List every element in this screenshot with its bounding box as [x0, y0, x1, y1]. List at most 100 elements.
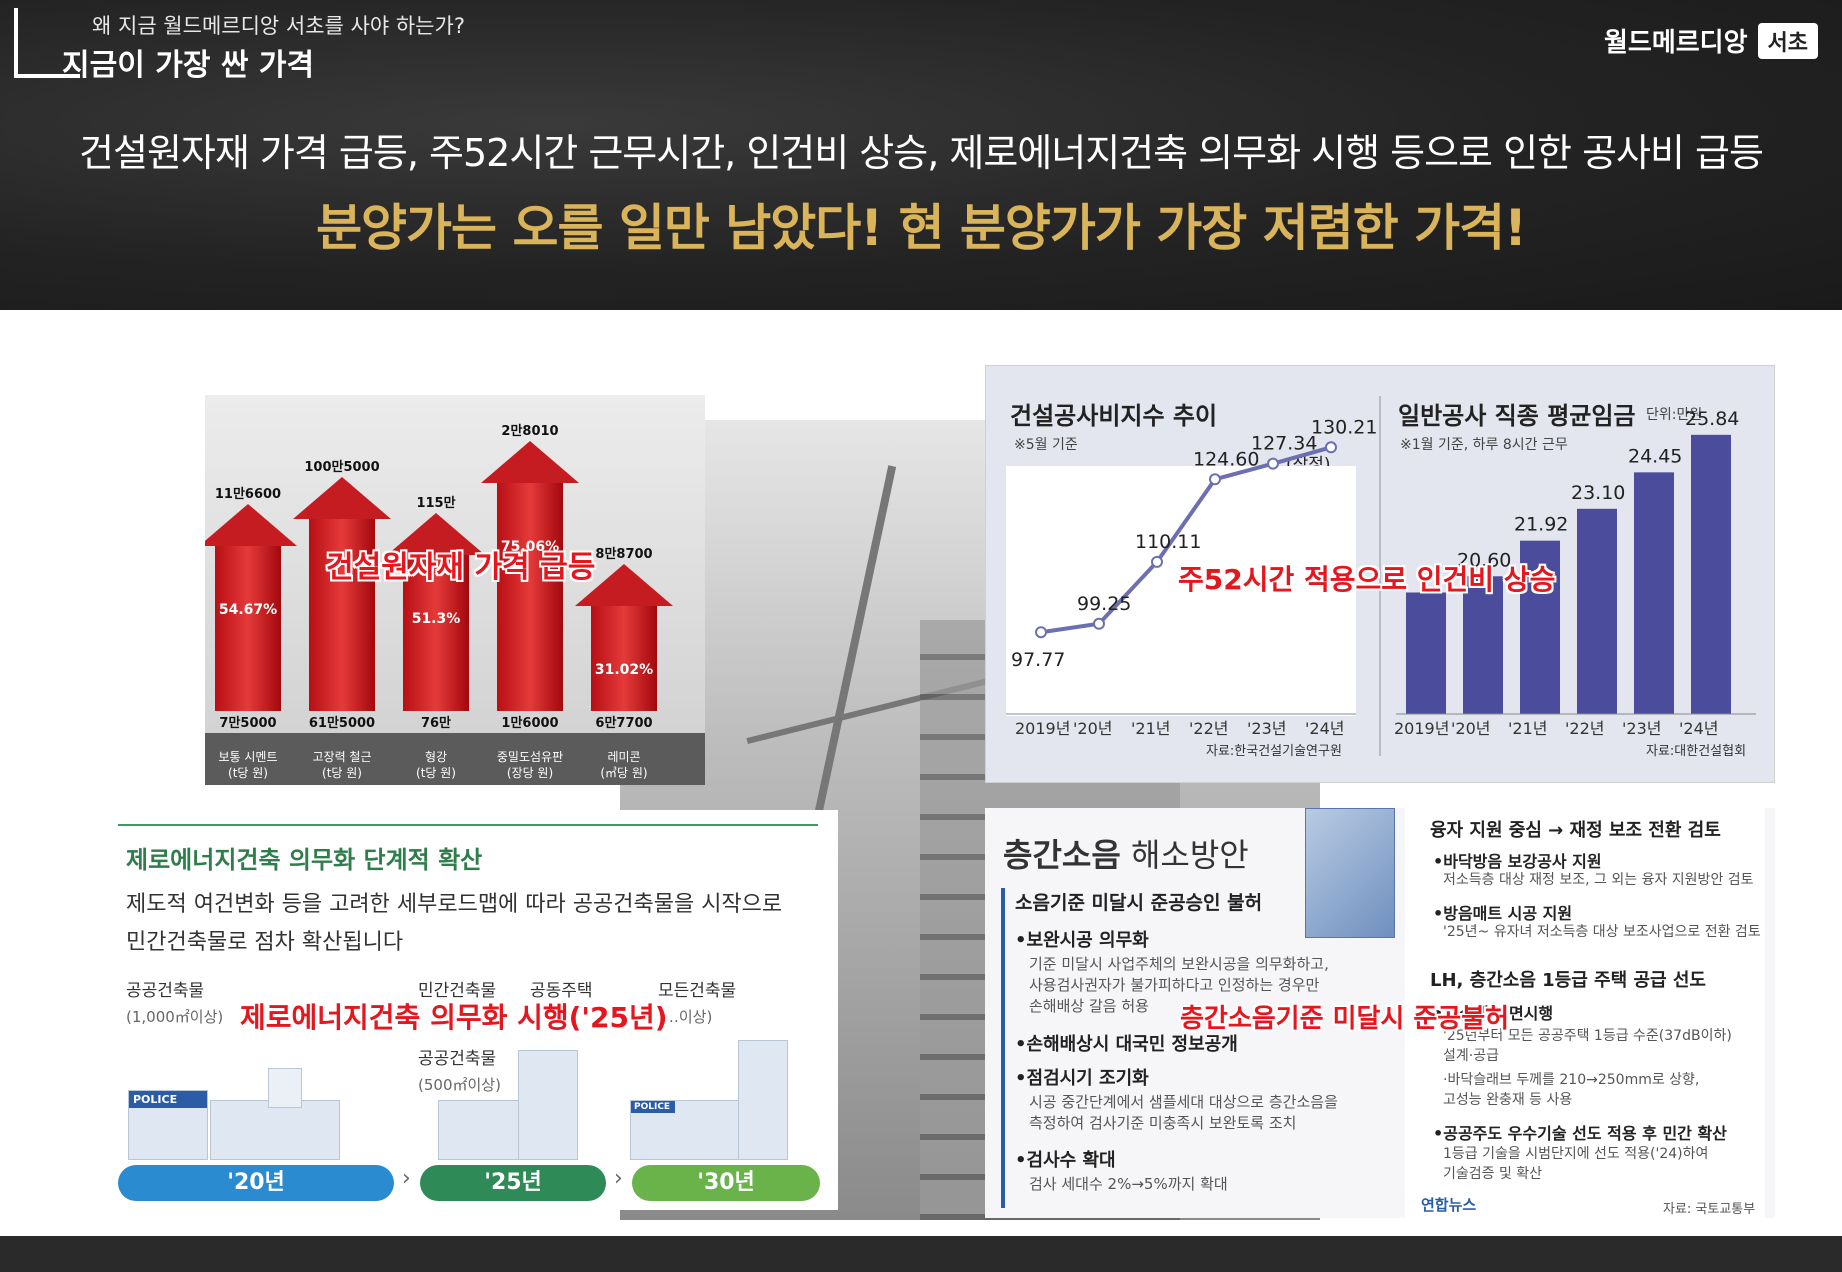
cost-index-point	[1209, 473, 1221, 486]
cost-index-year-label: 2019년	[1015, 719, 1070, 738]
wage-note: ※1월 기준, 하루 8시간 근무	[1400, 437, 1568, 453]
wage-value-label: 21.92	[1514, 514, 1568, 536]
bar-caption: 중밀도섬유판 (장당 원)	[480, 749, 580, 781]
wage-year-label: '22년	[1565, 719, 1604, 738]
caption-unit: (㎥당 원)	[600, 766, 648, 780]
bar-base-value: 6만7700	[595, 716, 653, 731]
cost-index-value-label: 110.11	[1135, 531, 1201, 553]
desc-line-1: 제도적 여건변화 등을 고려한 세부로드맵에 따라 공공건축물을 시작으로	[126, 892, 783, 917]
caption-line: 레미콘	[607, 750, 641, 764]
wage-year-label: '23년	[1622, 719, 1661, 738]
cost-index-year-label: '23년	[1247, 719, 1286, 738]
zero-energy-desc: 제도적 여건변화 등을 고려한 세부로드맵에 따라 공공건축물을 시작으로 민간…	[126, 886, 782, 962]
noise-b4: 검사 세대수 2%→5%까지 확대	[1029, 1175, 1228, 1193]
wage-bar	[1406, 592, 1446, 714]
cat-private: 민간건축물	[418, 981, 497, 1001]
caption-band	[205, 733, 705, 785]
school-tower-illustration	[268, 1068, 302, 1108]
noise-h1: 소음기준 미달시 준공승인 불허	[1015, 892, 1263, 914]
cat-sub: (…이상)	[658, 1008, 713, 1026]
bar-caption: 레미콘 (㎥당 원)	[574, 749, 674, 781]
cat-public-500: 공공건축물 (500㎡이상)	[418, 1046, 501, 1098]
cat-label: 공공건축물	[126, 981, 205, 1001]
bar-arrow-head	[387, 513, 485, 555]
bar-top-value: 2만8010	[501, 424, 559, 439]
police-sign-small: POLICE	[631, 1101, 675, 1113]
bar-arrow-head	[205, 504, 297, 546]
header-banner: 왜 지금 월드메르디앙 서초를 사야 하는가? 지금이 가장 싼 가격 월드메르…	[0, 0, 1842, 310]
wage-bar	[1691, 434, 1731, 714]
brand-name: 월드메르디앙	[1603, 28, 1748, 58]
cost-index-note: ※5월 기준	[1014, 437, 1078, 453]
bar-caption: 형강 (t당 원)	[386, 749, 486, 781]
material-bar: 100만5000 61만5000	[293, 441, 391, 733]
caption-unit: (t당 원)	[228, 766, 268, 780]
noise-title-rest: 해소방안	[1120, 836, 1249, 874]
cost-index-line	[1040, 445, 1332, 635]
noise-s3: •점검시기 조기화	[1015, 1068, 1149, 1089]
cost-index-point	[1267, 457, 1279, 470]
green-rule	[118, 824, 818, 826]
noise-r1: 융자 지원 중심 → 재정 보조 전환 검토	[1430, 820, 1721, 841]
zero-energy-panel: 제로에너지건축 의무화 단계적 확산 제도적 여건변화 등을 고려한 세부로드맵…	[118, 810, 838, 1210]
kicker-text: 왜 지금 월드메르디앙 서초를 사야 하는가?	[92, 14, 465, 38]
cat-label: 공공건축물	[418, 1049, 497, 1069]
wage-overlay-text: 주52시간 적용으로 인건비 상승	[1178, 563, 1556, 596]
footer-band	[0, 1236, 1842, 1272]
cost-index-year-label: '20년	[1073, 719, 1112, 738]
bar-base-value: 61만5000	[308, 716, 376, 731]
brand-badge: 서초	[1757, 22, 1818, 59]
wage-bar	[1520, 540, 1560, 714]
floor-noise-panel: 층간소음 해소방안 소음기준 미달시 준공승인 불허 •보완시공 의무화 기준 …	[985, 808, 1775, 1218]
noise-r2a-body: '25년부터 모든 공공주택 1등급 수준(37dB이하) 설계·공급	[1443, 1028, 1732, 1064]
noise-r2a: •…설계 전면시행	[1433, 1004, 1554, 1023]
wage-bar	[1634, 472, 1674, 714]
material-bar: 11만6600 7만5000 54.67%	[205, 468, 297, 733]
noise-b1: 기준 미달시 사업주체의 보완시공을 의무화하고, 사용검사권자가 불가피하다고…	[1029, 955, 1329, 1015]
apartment-building-icon	[1305, 808, 1395, 938]
zero-energy-title: 제로에너지건축 의무화 단계적 확산	[126, 846, 483, 874]
bar-body	[403, 555, 469, 711]
bar-percent: 75.06%	[500, 539, 560, 555]
noise-r2b-body: ·바닥슬래브 두께를 210→250mm로 상향, 고성능 완충재 등 사용	[1443, 1072, 1700, 1108]
apartment-illustration	[518, 1050, 578, 1160]
cost-index-year-label: '22년	[1189, 719, 1228, 738]
cost-index-point	[1035, 626, 1047, 639]
bar-percent: 54.67%	[218, 602, 278, 618]
timeline-2030: '30년	[632, 1165, 820, 1201]
bar-percent: 31.02%	[594, 662, 654, 678]
cost-chart-svg: 97.77 2019년 99.25 '20년 110.11 '21년 124.60 '22년 1…	[1006, 408, 1756, 738]
timeline-2025: '25년	[420, 1165, 606, 1201]
cost-index-title: 건설공사비지수 추이	[1010, 402, 1218, 430]
chevron-right-icon: ›	[614, 1166, 623, 1191]
cat-label: 모든건축물	[658, 981, 737, 1001]
cost-index-value-label: 97.77	[1011, 649, 1065, 671]
police-sign: POLICE	[129, 1091, 207, 1108]
subheadline: 분양가는 오를 일만 남았다! 현 분양가가 가장 저렴한 가격!	[316, 199, 1527, 257]
bar-caption: 보통 시멘트 (t당 원)	[205, 749, 298, 781]
bar-arrow-head	[575, 564, 673, 606]
bar-arrow-head	[481, 441, 579, 483]
cat-sub: (500㎡이상)	[418, 1076, 501, 1094]
brand-logo: 월드메르디앙 서초	[1604, 22, 1818, 59]
tower-illustration	[738, 1040, 788, 1160]
caption-line: 형강	[424, 750, 448, 764]
timeline-2020: '20년	[118, 1165, 394, 1201]
corner-bracket	[14, 8, 80, 78]
wage-year-label: '20년	[1451, 719, 1490, 738]
noise-source: 자료: 국토교통부	[1663, 1202, 1756, 1217]
cost-index-year-label: '24년	[1305, 719, 1344, 738]
cost-index-source: 자료:한국건설기술연구원	[1206, 744, 1342, 759]
bar-body	[497, 483, 563, 711]
bar-top-value: 11만6600	[214, 487, 282, 502]
bar-body	[215, 546, 281, 711]
cat-housing: 공동주택	[530, 981, 593, 1001]
bar-percent: 51.3%	[411, 611, 461, 627]
bar-caption: 고장력 철근 (t당 원)	[292, 749, 392, 781]
desc-line-2: 민간건축물로 점차 확산됩니다	[126, 930, 404, 955]
bar-top-value: 100만5000	[304, 460, 380, 475]
noise-overlay-text: 층간소음기준 미달시 준공불허	[1180, 1004, 1510, 1034]
wage-value-label: 25.84	[1685, 408, 1739, 430]
wage-value-label: 23.10	[1571, 482, 1625, 504]
